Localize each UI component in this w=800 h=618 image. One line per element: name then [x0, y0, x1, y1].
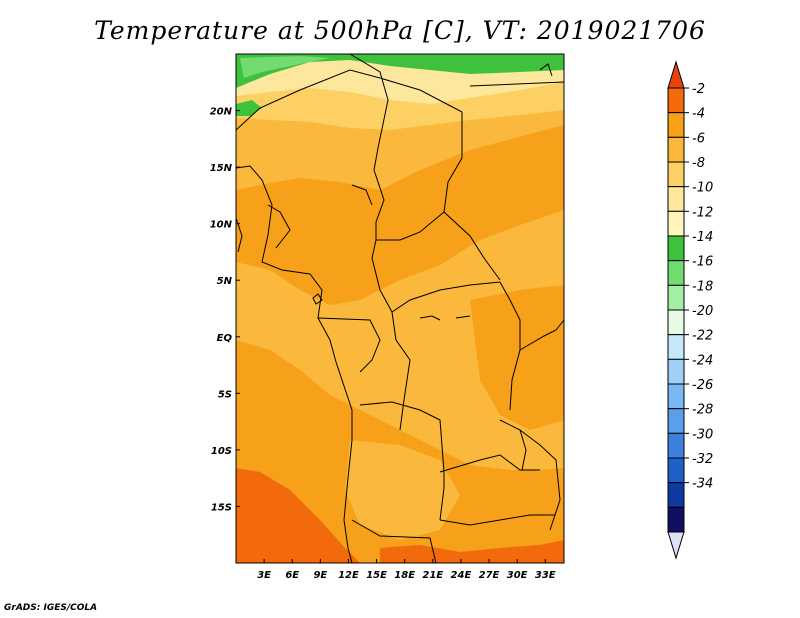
map-frame [235, 53, 565, 564]
colorbar-swatch [667, 383, 685, 410]
colorbar-bottom-triangle [667, 531, 685, 560]
colorbar-label: -18 [692, 279, 713, 294]
colorbar-swatch [667, 309, 685, 336]
colorbar-swatch [667, 210, 685, 237]
colorbar-swatch [667, 87, 685, 114]
map-borders [236, 54, 564, 563]
x-tick-label: 33E [535, 570, 556, 581]
field-region-orange-east [470, 285, 564, 430]
colorbar-label: -28 [692, 403, 713, 418]
colorbar-swatch [667, 482, 685, 508]
colorbar-label: -16 [692, 255, 713, 270]
colorbar-label: -20 [692, 304, 713, 319]
colorbar-label: -8 [692, 156, 705, 171]
y-tick-label: 20N [210, 107, 233, 118]
colorbar-swatch [667, 408, 685, 434]
colorbar-label: -26 [692, 378, 713, 393]
field-region-darkorange-southwest [236, 468, 360, 563]
colorbar-swatch [667, 235, 685, 262]
y-tick-label: EQ [217, 333, 233, 344]
field-region-green-north [236, 54, 564, 88]
colorbar-label: -4 [692, 107, 705, 122]
colorbar-swatch [667, 506, 685, 533]
x-tick-label: 30E [507, 570, 528, 581]
field-region-lightorange-south [345, 440, 460, 540]
field-region-lightgreen-north [240, 56, 330, 78]
colorbar-label: -22 [692, 329, 713, 344]
map-panel [236, 54, 564, 563]
x-tick-label: 15E [366, 570, 387, 581]
colorbar-label: -10 [692, 181, 713, 196]
colorbar-swatch [667, 358, 685, 385]
colorbar-swatch [667, 457, 685, 484]
x-tick-label: 24E [451, 570, 472, 581]
x-tick-label: 18E [394, 570, 415, 581]
field-region-orange-sahel [236, 125, 564, 305]
x-tick-label: 3E [257, 570, 271, 581]
x-tick-label: 9E [313, 570, 327, 581]
colorbar-swatch [667, 136, 685, 163]
y-tick-label: 15N [210, 163, 233, 174]
colorbar-swatch [667, 284, 685, 311]
colorbar-label: -24 [692, 353, 713, 368]
colorbar-label: -6 [692, 131, 705, 146]
colorbar-label: -14 [692, 230, 713, 245]
colorbar-label: -34 [692, 477, 713, 492]
colorbar-label: -2 [692, 82, 705, 97]
y-tick-label: 15S [211, 502, 232, 513]
chart-title: Temperature at 500hPa [C], VT: 201902170… [94, 16, 706, 45]
x-tick-label: 21E [422, 570, 443, 581]
colorbar-swatch [667, 161, 685, 188]
colorbar-swatch [667, 112, 685, 138]
y-tick-label: 5S [218, 389, 232, 400]
y-tick-label: 5N [217, 276, 233, 287]
field-region-darkorange-south [380, 540, 564, 563]
y-tick-label: 10S [211, 446, 232, 457]
y-axis: 20N 15N 10N 5N EQ 5S 10S 15S [210, 107, 240, 513]
island-bioko [312, 293, 323, 305]
x-tick-label: 6E [285, 570, 299, 581]
x-tick-label: 12E [338, 570, 359, 581]
colorbar-swatch [667, 334, 685, 360]
grads-credit: GrADS: IGES/COLA [4, 603, 98, 613]
colorbar-swatch [667, 432, 685, 459]
colorbar-swatch [667, 260, 685, 286]
x-tick-label: 27E [479, 570, 500, 581]
colorbar-label: -12 [692, 205, 713, 220]
y-tick-label: 10N [210, 220, 233, 231]
x-axis: 3E 6E 9E 12E 15E 18E 21E 24E 27E 30E 33E [257, 559, 556, 581]
colorbar-top-triangle [667, 60, 685, 89]
colorbar-label: -30 [692, 427, 713, 442]
colorbar-swatch [667, 186, 685, 212]
colorbar: -2 -4 -6 -8 -10 -12 -14 -16 -18 -20 -22 -24 -26 -28 -3… [667, 60, 713, 560]
colorbar-label: -32 [692, 452, 713, 467]
